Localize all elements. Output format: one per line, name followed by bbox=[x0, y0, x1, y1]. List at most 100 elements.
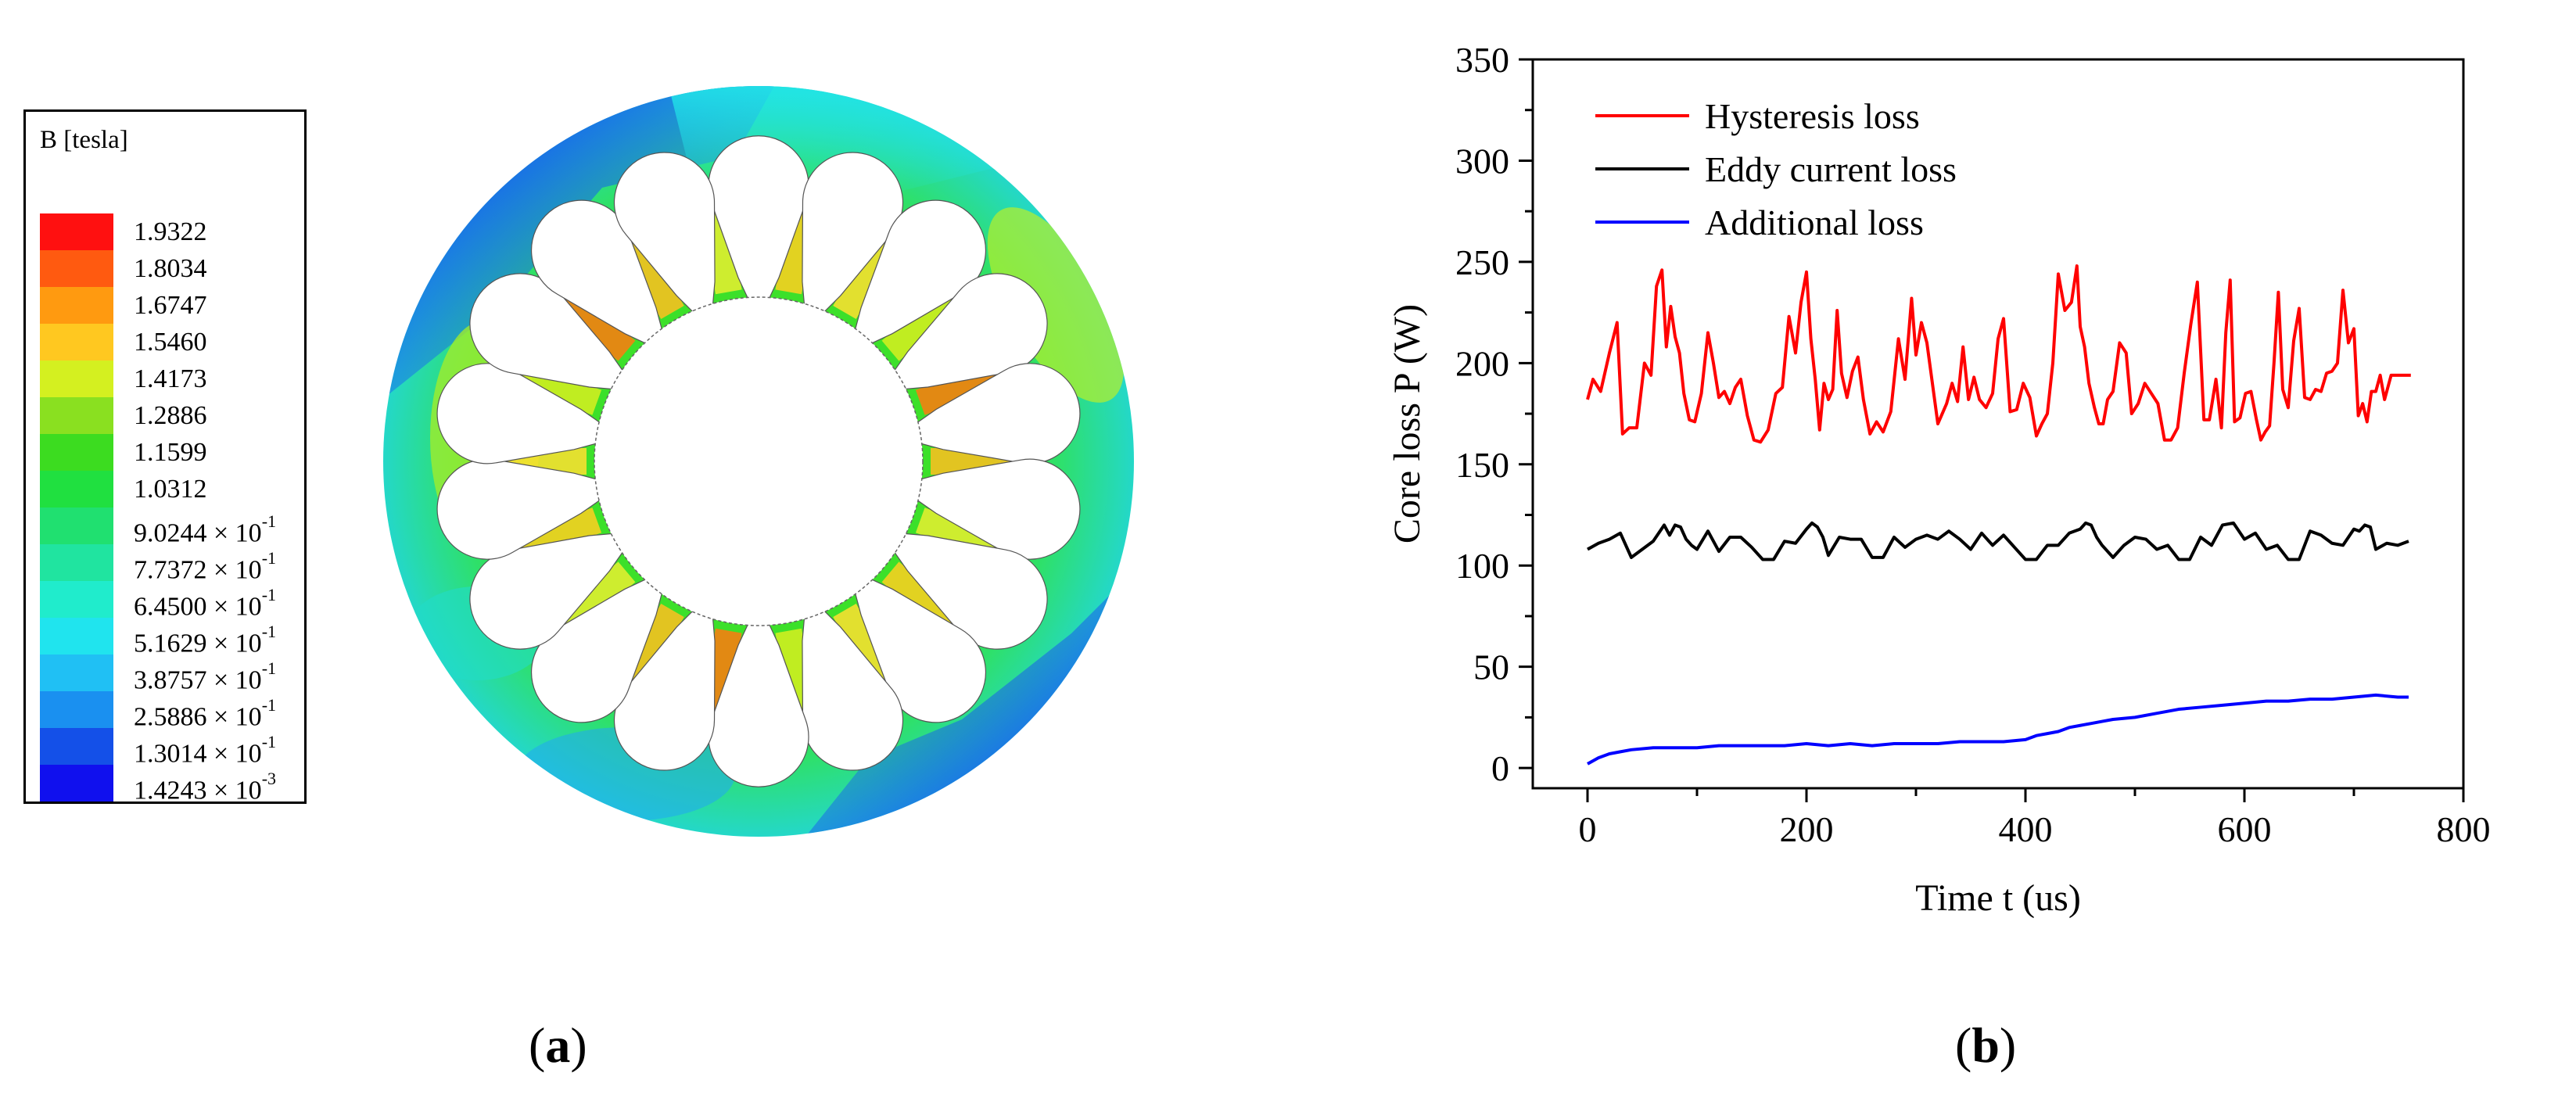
legend-swatch bbox=[40, 360, 113, 397]
legend-mantissa: 9.0244 × 10 bbox=[134, 518, 262, 548]
y-tick-label: 150 bbox=[1455, 445, 1509, 485]
panel-a: B [tesla] 1.9322 1.8034 1.6747 1.5460 1.4173… bbox=[0, 0, 1251, 1101]
stator-flux-plot bbox=[383, 86, 1134, 837]
legend-swatch bbox=[40, 287, 113, 324]
x-tick-label: 0 bbox=[1579, 809, 1597, 849]
high-flux-region bbox=[987, 207, 1125, 403]
legend-swatch bbox=[40, 655, 113, 691]
panel-b-letter: b bbox=[1971, 1017, 2000, 1073]
legend-exponent: -1 bbox=[261, 511, 277, 531]
legend-swatch bbox=[40, 507, 113, 544]
rotor-bore bbox=[594, 296, 924, 626]
x-tick-label: 800 bbox=[2437, 809, 2491, 849]
legend-exponent: -1 bbox=[261, 548, 277, 568]
legend-value: 1.5460 bbox=[134, 328, 207, 357]
legend-swatch bbox=[40, 434, 113, 471]
legend-row: 2.5886 × 10-1 bbox=[40, 691, 298, 731]
legend-title: B [tesla] bbox=[40, 126, 128, 154]
legend-exponent: -1 bbox=[261, 732, 277, 751]
legend-row: 1.2886 bbox=[40, 397, 298, 434]
legend-swatch bbox=[40, 471, 113, 507]
x-tick-label: 200 bbox=[1780, 809, 1834, 849]
y-tick-label: 50 bbox=[1473, 647, 1509, 687]
legend-series-label: Hysteresis loss bbox=[1705, 96, 1920, 136]
y-tick-label: 300 bbox=[1455, 141, 1509, 181]
legend-value: 1.3014 × 10-1 bbox=[134, 728, 276, 772]
legend-row: 3.8757 × 10-1 bbox=[40, 655, 298, 694]
legend-value: 1.1599 bbox=[134, 438, 207, 467]
legend-exponent: -1 bbox=[261, 585, 277, 604]
legend-mantissa: 6.4500 × 10 bbox=[134, 592, 262, 622]
legend-value: 2.5886 × 10-1 bbox=[134, 691, 276, 735]
y-tick-label: 200 bbox=[1455, 343, 1509, 383]
legend-swatch bbox=[40, 765, 113, 802]
legend-exponent: -1 bbox=[261, 658, 277, 678]
x-axis-label: Time t (us) bbox=[1915, 877, 2081, 919]
plot-frame bbox=[1531, 58, 2465, 790]
series-line bbox=[1586, 264, 2411, 444]
legend-value: 1.8034 bbox=[134, 254, 207, 283]
legend-value: 1.0312 bbox=[134, 475, 207, 504]
legend-exponent: -1 bbox=[261, 622, 277, 641]
legend-row: 1.4173 bbox=[40, 360, 298, 397]
legend-swatch bbox=[40, 250, 113, 287]
legend-value: 3.8757 × 10-1 bbox=[134, 655, 276, 698]
stator-core bbox=[383, 86, 1134, 837]
legend-row: 1.3014 × 10-1 bbox=[40, 728, 298, 768]
legend-swatch bbox=[40, 581, 113, 618]
core-loss-chart: 0 200 400 600 800 0 50 100 150 200 250 300 350 Time t… bbox=[1387, 40, 2491, 919]
legend-mantissa: 1.4243 × 10 bbox=[134, 776, 262, 805]
y-axis-label: Core loss P (W) bbox=[1387, 304, 1428, 543]
colorbar-legend: B [tesla] 1.9322 1.8034 1.6747 1.5460 1.4173… bbox=[23, 109, 307, 805]
legend-value: 6.4500 × 10-1 bbox=[134, 581, 276, 625]
legend-mantissa: 3.8757 × 10 bbox=[134, 665, 262, 695]
legend-mantissa: 5.1629 × 10 bbox=[134, 629, 262, 658]
legend-value: 1.4243 × 10-3 bbox=[134, 765, 276, 809]
legend-value: 1.4173 bbox=[134, 364, 207, 393]
legend-row: 6.4500 × 10-1 bbox=[40, 581, 298, 621]
series-line bbox=[1587, 521, 2409, 561]
legend-series-label: Additional loss bbox=[1705, 203, 1924, 242]
chart-plot-area: 0 200 400 600 800 0 50 100 150 200 250 300 350 Time t… bbox=[1387, 40, 2491, 919]
legend-value: 5.1629 × 10-1 bbox=[134, 618, 276, 662]
legend-row: 9.0244 × 10-1 bbox=[40, 507, 298, 547]
legend-exponent: -3 bbox=[261, 769, 277, 788]
legend-mantissa: 2.5886 × 10 bbox=[134, 702, 262, 732]
legend-mantissa: 7.7372 × 10 bbox=[134, 555, 262, 585]
panel-a-label: (a) bbox=[529, 1017, 587, 1073]
legend-swatch bbox=[40, 544, 113, 581]
panel-b-label: (b) bbox=[1955, 1017, 2017, 1073]
legend-exponent: -1 bbox=[261, 695, 277, 715]
legend-row: 1.1599 bbox=[40, 434, 298, 471]
stator-slot bbox=[613, 152, 716, 315]
legend-row: 1.4243 × 10-3 bbox=[40, 765, 298, 805]
y-tick-label: 350 bbox=[1455, 40, 1509, 80]
series-line bbox=[1587, 693, 2409, 766]
legend-value: 1.2886 bbox=[134, 401, 207, 430]
legend-value: 1.9322 bbox=[134, 217, 207, 246]
legend-row: 1.8034 bbox=[40, 250, 298, 287]
legend-swatch bbox=[40, 618, 113, 655]
legend-row: 7.7372 × 10-1 bbox=[40, 544, 298, 584]
legend-value: 1.6747 bbox=[134, 291, 207, 320]
legend-swatch bbox=[40, 397, 113, 434]
legend-row: 1.5460 bbox=[40, 324, 298, 360]
legend-swatch bbox=[40, 324, 113, 360]
panel-a-letter: a bbox=[545, 1017, 571, 1073]
legend-value: 7.7372 × 10-1 bbox=[134, 544, 276, 588]
slot-opening bbox=[613, 152, 716, 315]
legend-mantissa: 1.3014 × 10 bbox=[134, 739, 262, 769]
x-tick-label: 600 bbox=[2218, 809, 2272, 849]
legend-swatch bbox=[40, 728, 113, 765]
y-tick-label: 100 bbox=[1455, 546, 1509, 586]
y-tick-label: 0 bbox=[1491, 748, 1509, 788]
legend-value: 9.0244 × 10-1 bbox=[134, 507, 276, 551]
legend-swatch bbox=[40, 213, 113, 250]
legend-row: 1.9322 bbox=[40, 213, 298, 250]
legend-swatch bbox=[40, 691, 113, 728]
legend-series-label: Eddy current loss bbox=[1705, 149, 1957, 189]
legend-row: 1.0312 bbox=[40, 471, 298, 507]
x-tick-label: 400 bbox=[1999, 809, 2053, 849]
legend-row: 1.6747 bbox=[40, 287, 298, 324]
legend-row: 5.1629 × 10-1 bbox=[40, 618, 298, 658]
